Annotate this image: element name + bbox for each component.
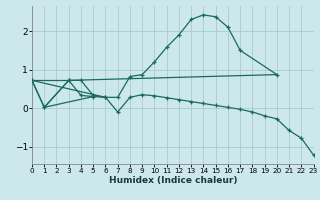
X-axis label: Humidex (Indice chaleur): Humidex (Indice chaleur) [108, 176, 237, 185]
